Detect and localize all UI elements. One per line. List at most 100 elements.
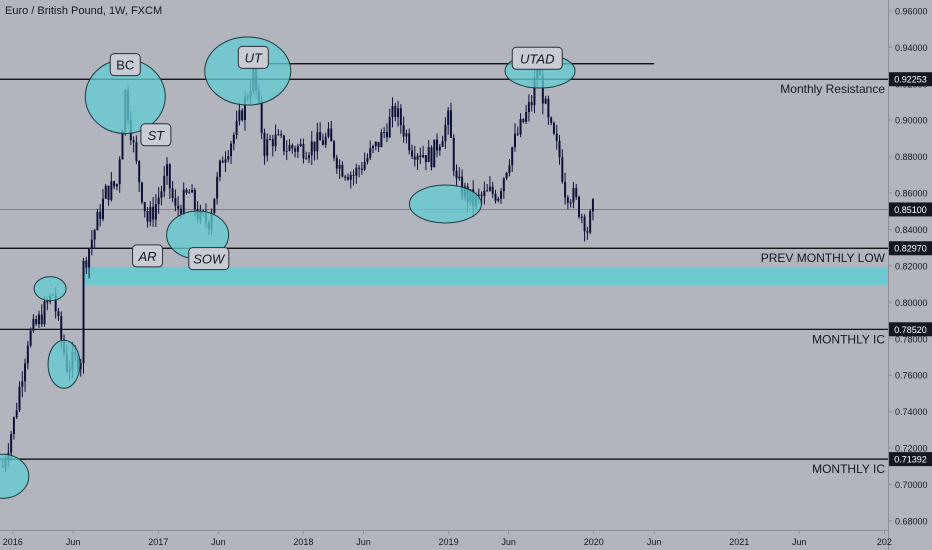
event-label-box [237, 45, 269, 69]
candle-body [37, 314, 40, 325]
candle-body [527, 102, 530, 113]
candle-body [243, 97, 246, 121]
candle-body [107, 185, 110, 200]
candle-body [218, 160, 221, 177]
candle-body [335, 157, 338, 169]
candle-body [575, 187, 578, 197]
candle-body [140, 182, 143, 203]
candle-body [160, 191, 163, 198]
candle-body [288, 145, 291, 151]
candle-body [266, 139, 269, 156]
candle-body [583, 216, 586, 232]
candle-body [152, 206, 155, 220]
candle-body [494, 193, 497, 201]
candle-body [313, 141, 316, 152]
level-label: MONTHLY IC [812, 332, 885, 346]
candle-body [35, 319, 38, 325]
candle-body [344, 176, 347, 178]
zone-ellipse [47, 339, 81, 389]
candle-body [238, 110, 241, 121]
candle-body [525, 112, 528, 122]
candle-body [282, 135, 285, 152]
price-axis-label: 0.70000 [895, 480, 928, 490]
time-axis[interactable]: 2016 Jun 2017 Jun 2018 Jun 2019 Jun 2020 Jun 2021 J… [3, 530, 892, 547]
event-label: AR [138, 249, 157, 264]
candle-body [399, 108, 402, 126]
candle-body [93, 230, 96, 240]
candle-body [513, 133, 516, 148]
candle-body [388, 117, 391, 138]
candle-body [166, 164, 169, 176]
candle-body [60, 316, 63, 340]
candle-body [241, 110, 244, 121]
price-tag-label: 0.85100 [894, 205, 927, 215]
candle-body [413, 156, 416, 160]
candle-body [85, 260, 88, 268]
candle-body [480, 194, 483, 197]
price-tag-label: 0.82970 [894, 244, 927, 254]
candle-body [447, 110, 450, 125]
candle-body [216, 176, 219, 199]
time-axis-label: 2016 [3, 537, 23, 547]
candle-body [346, 177, 349, 180]
candle-body [269, 139, 272, 141]
candle-body [15, 410, 18, 418]
candle-body [146, 211, 149, 222]
candle-body [324, 136, 327, 145]
candle-body [449, 110, 452, 138]
candle-body [586, 231, 589, 233]
zone-ellipse [408, 184, 482, 224]
candle-body [79, 363, 82, 370]
candle-body [363, 162, 366, 170]
event-label-box [132, 244, 164, 268]
candle-body [213, 198, 216, 214]
candle-body [291, 145, 294, 149]
candle-body [341, 165, 344, 177]
price-axis-label: 0.80000 [895, 298, 928, 308]
candle-body [372, 145, 375, 149]
event-label: BC [116, 58, 134, 73]
candle-body [352, 174, 355, 176]
candle-body [12, 417, 15, 435]
candle-body [316, 132, 319, 152]
candle-body [174, 197, 177, 206]
candle-body [296, 146, 299, 152]
candle-body [377, 141, 380, 148]
candle-body [419, 155, 422, 158]
symbol-title: Euro / British Pound, 1W, FXCM [5, 5, 162, 17]
candle-body [221, 160, 224, 163]
candle-body [96, 211, 99, 231]
candle-body [397, 108, 400, 118]
price-tag-label: 0.92253 [894, 75, 927, 85]
price-axis-label: 0.82000 [895, 261, 928, 271]
candle-body [149, 206, 152, 222]
time-axis-label: 202 [877, 537, 892, 547]
candle-body [235, 120, 238, 135]
price-axis-label: 0.84000 [895, 225, 928, 235]
candle-body [115, 184, 118, 187]
candle-body [321, 140, 324, 145]
candle-body [193, 189, 196, 210]
event-label: SOW [193, 252, 226, 267]
candle-body [591, 199, 594, 212]
price-axis-label: 0.94000 [895, 43, 928, 53]
candle-body [488, 186, 491, 191]
candle-body [436, 139, 439, 151]
candle-body [508, 165, 511, 173]
candle-body [263, 132, 266, 156]
level-label: PREV MONTHLY LOW [761, 251, 886, 265]
candle-body [99, 211, 102, 219]
price-axis-label: 0.74000 [895, 407, 928, 417]
price-axis-label: 0.96000 [895, 6, 928, 16]
price-tag-label: 0.71392 [894, 455, 927, 465]
candle-body [505, 172, 508, 179]
candle-body [121, 131, 124, 160]
candle-body [522, 119, 525, 122]
candle-body [113, 181, 116, 187]
candle-body [491, 186, 494, 194]
candle-body [280, 134, 283, 136]
candle-body [486, 190, 489, 192]
candle-body [552, 122, 555, 134]
